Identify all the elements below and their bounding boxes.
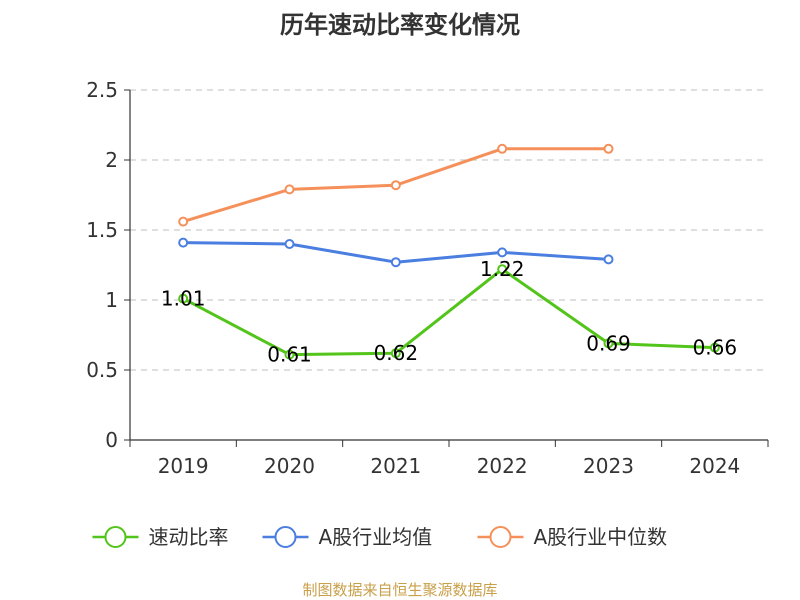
legend-item[interactable]: 速动比率: [92, 525, 229, 549]
data-point: [284, 349, 295, 360]
legend-item[interactable]: A股行业中位数: [477, 525, 668, 549]
legend-marker-icon: [104, 526, 127, 548]
data-labels: 1.01 0.61 0.62 1.22 0.69 0.66: [161, 257, 737, 366]
source-note: 制图数据来自恒生聚源数据库: [302, 581, 497, 599]
data-point: [178, 293, 189, 304]
data-label: 0.61: [267, 343, 312, 367]
data-label: 0.66: [693, 336, 738, 360]
data-point: [284, 184, 295, 195]
grid-lines: [130, 89, 768, 371]
y-tick-label: 2: [105, 148, 118, 172]
x-tick-label: 2020: [264, 454, 315, 478]
data-point: [497, 143, 508, 154]
x-tick-label: 2022: [477, 454, 528, 478]
y-tick-label: 0: [105, 428, 118, 452]
data-point: [390, 257, 401, 268]
y-tick-label: 1: [105, 288, 118, 312]
data-label: 1.22: [480, 257, 525, 281]
data-label: 1.01: [161, 287, 206, 311]
data-point: [709, 342, 720, 353]
legend-marker-icon: [489, 526, 512, 548]
y-tick-label: 1.5: [86, 218, 118, 242]
legend-label: A股行业中位数: [534, 525, 668, 549]
data-point: [284, 239, 295, 249]
legend-item[interactable]: A股行业均值: [262, 525, 433, 549]
data-label: 0.62: [374, 341, 419, 365]
legend-label: 速动比率: [149, 525, 229, 549]
x-tick-label: 2021: [370, 454, 421, 478]
data-point: [603, 254, 614, 265]
data-point: [390, 348, 401, 359]
data-point: [497, 264, 508, 275]
series-lines: [178, 143, 720, 360]
data-point: [390, 180, 401, 191]
axes: 0 0.5 1 1.5 2 2.5 2019 2020 2021 2022 2023 2024: [86, 78, 769, 478]
x-tick-label: 2023: [583, 454, 634, 478]
y-tick-label: 2.5: [86, 78, 118, 102]
legend-marker-icon: [274, 526, 297, 548]
series-line-0: [182, 267, 715, 357]
data-point: [497, 247, 508, 258]
legend: 速动比率 A股行业均值 A股行业中位数: [92, 525, 668, 549]
y-tick-label: 0.5: [86, 358, 118, 382]
data-point: [603, 143, 614, 154]
data-point: [603, 338, 614, 349]
data-label: 0.69: [586, 331, 631, 355]
x-tick-label: 2019: [158, 454, 209, 478]
data-point: [178, 216, 189, 227]
data-point: [178, 237, 189, 248]
x-tick-label: 2024: [689, 454, 740, 478]
legend-label: A股行业均值: [319, 525, 433, 549]
chart-title: 历年速动比率变化情况: [280, 11, 520, 39]
